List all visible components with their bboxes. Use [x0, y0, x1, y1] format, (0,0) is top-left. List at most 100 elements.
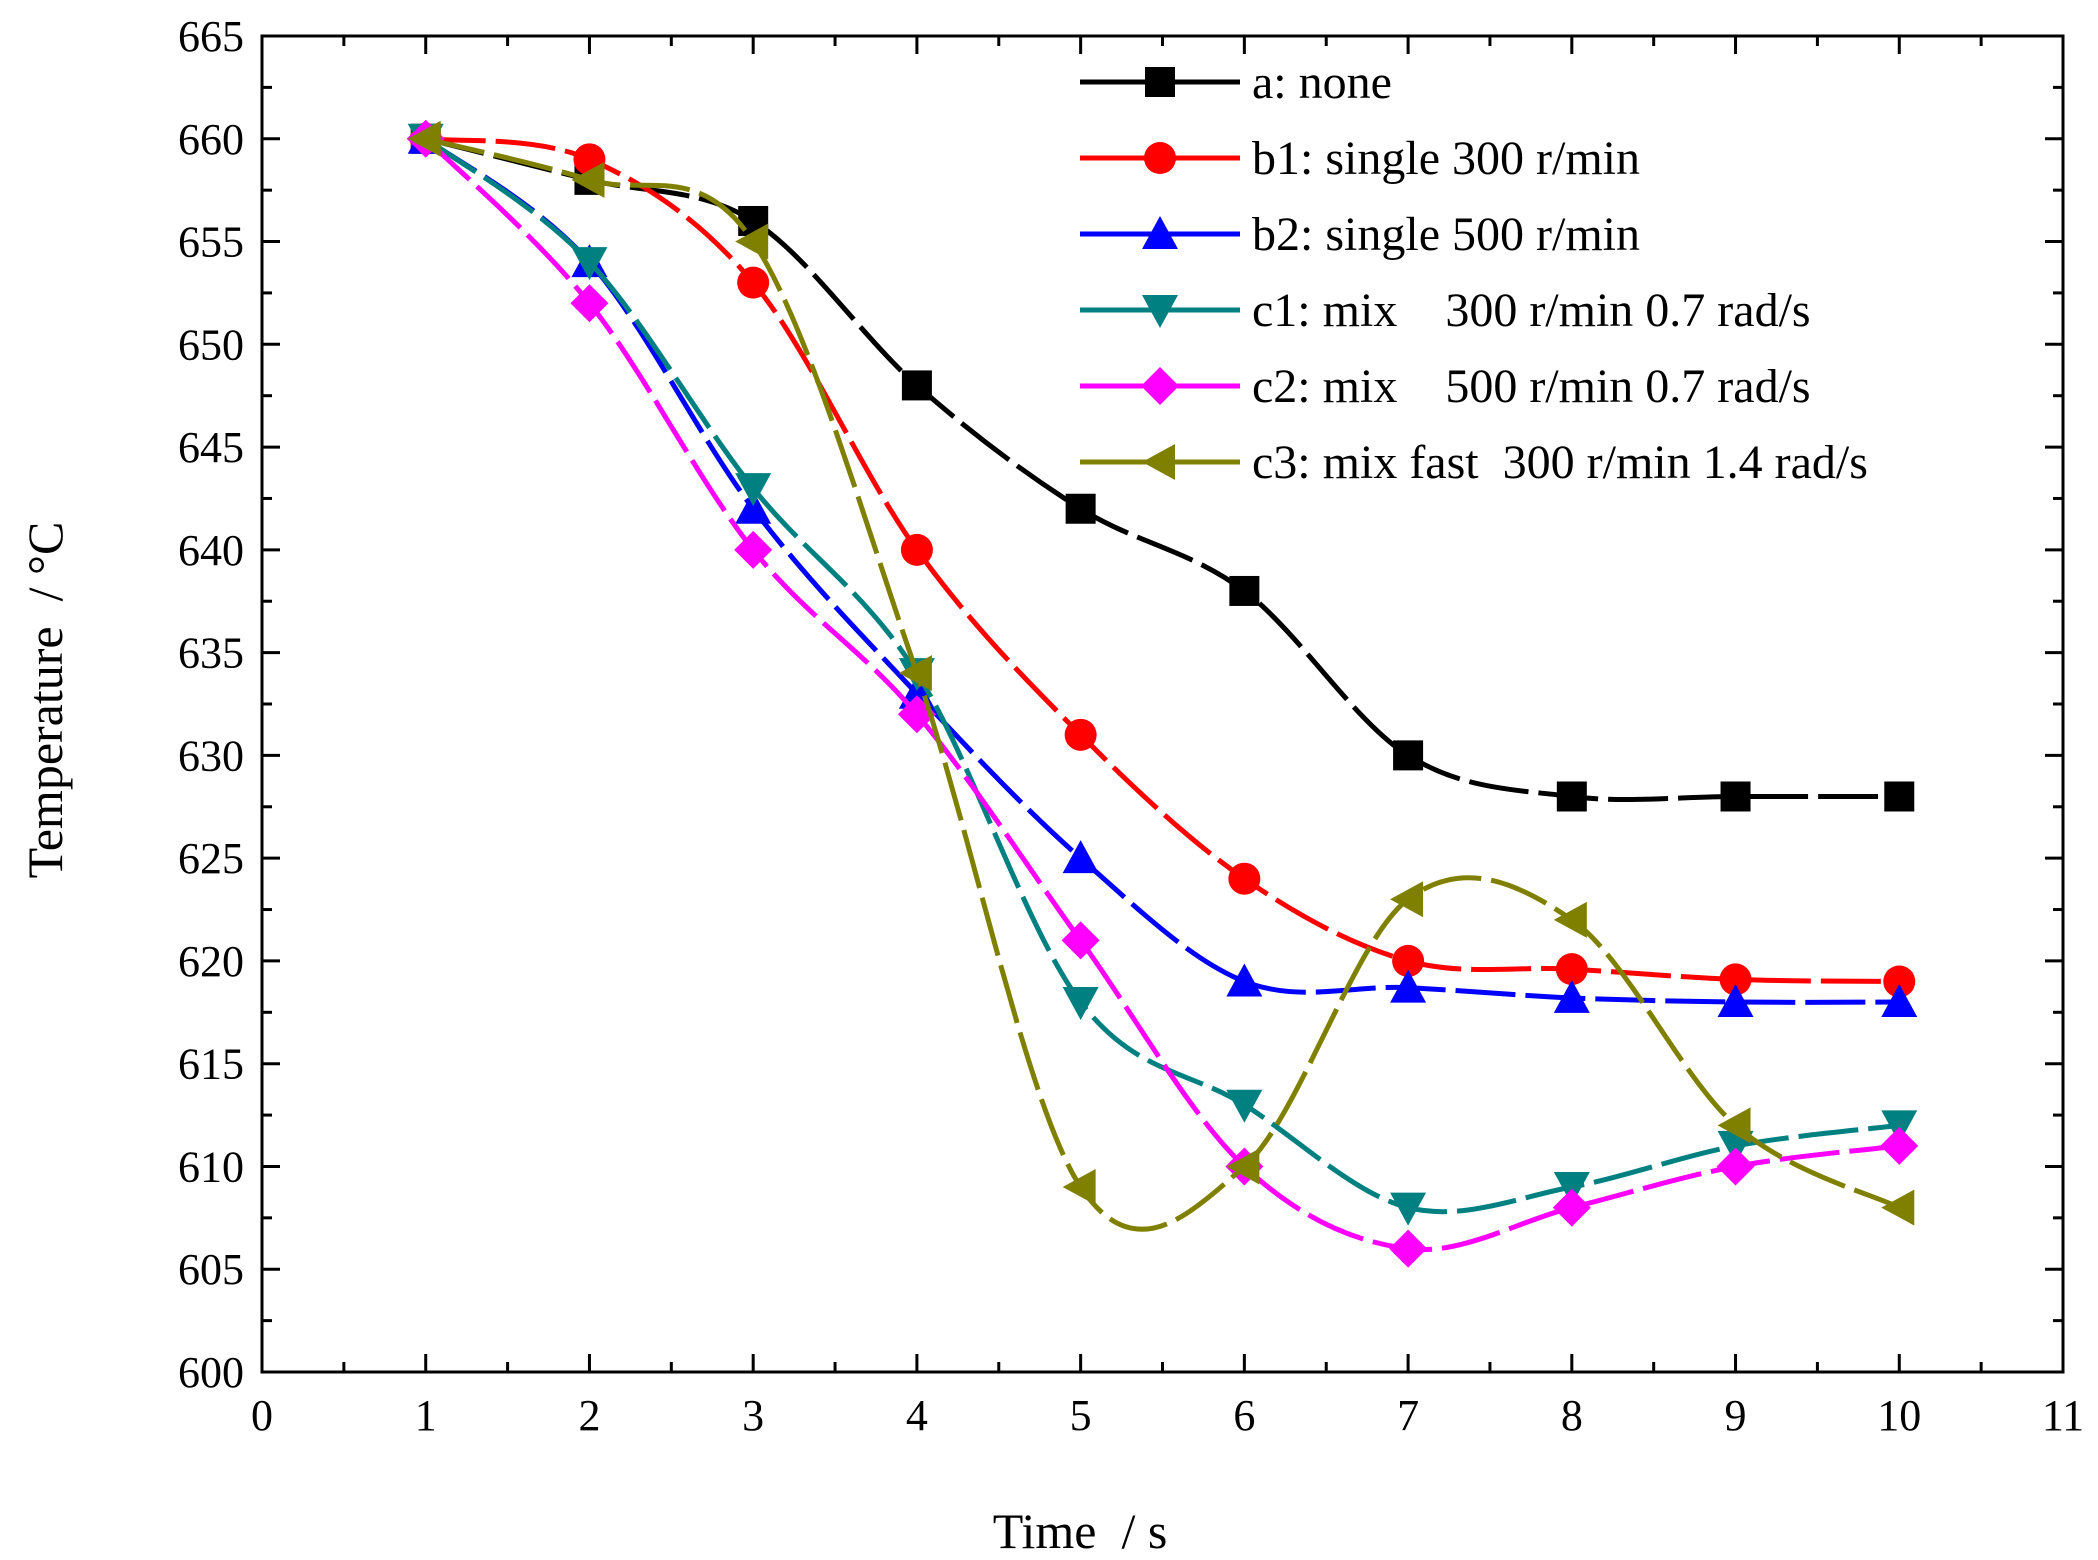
series-line — [424, 136, 1900, 1215]
series-c2 — [406, 119, 1919, 1268]
y-tick-label: 655 — [178, 218, 244, 267]
legend-marker — [1144, 142, 1176, 174]
legend-marker — [1142, 216, 1178, 249]
data-point — [407, 120, 441, 157]
data-point — [1390, 969, 1427, 1003]
y-tick-label: 650 — [178, 320, 244, 369]
x-tick-label: 11 — [2042, 1391, 2084, 1440]
data-point — [570, 284, 609, 323]
data-point — [1881, 1189, 1915, 1226]
data-point — [571, 161, 605, 198]
data-point — [1553, 979, 1590, 1013]
legend-entry: c2: mix 500 r/min 0.7 rad/s — [1080, 360, 1811, 413]
x-tick-label: 2 — [578, 1391, 600, 1440]
y-tick-label: 640 — [178, 526, 244, 575]
x-tick-label: 5 — [1070, 1391, 1092, 1440]
x-tick-label: 4 — [906, 1391, 928, 1440]
legend-entry: c3: mix fast 300 r/min 1.4 rad/s — [1080, 436, 1868, 489]
y-tick-label: 600 — [178, 1348, 244, 1397]
data-point — [1064, 718, 1097, 751]
data-point — [571, 247, 608, 281]
series-layer — [406, 119, 1919, 1268]
legend-label: a: none — [1252, 56, 1392, 109]
data-point — [1226, 1089, 1263, 1123]
legend-marker — [1142, 295, 1178, 328]
y-tick-label: 625 — [178, 834, 244, 883]
data-point — [734, 530, 773, 569]
data-point — [1062, 987, 1099, 1021]
data-point — [1393, 740, 1424, 771]
x-tick-label: 0 — [251, 1391, 273, 1440]
x-tick-label: 10 — [1877, 1391, 1921, 1440]
data-point — [898, 655, 932, 692]
y-tick-label: 665 — [178, 12, 244, 61]
data-point — [900, 533, 933, 566]
legend-label: c1: mix 300 r/min 0.7 rad/s — [1252, 284, 1811, 337]
data-point — [1553, 1172, 1590, 1206]
data-point — [737, 266, 770, 299]
data-point — [1717, 984, 1754, 1018]
data-point — [1389, 1229, 1428, 1268]
data-point — [1392, 944, 1425, 977]
x-tick-label: 3 — [742, 1391, 764, 1440]
y-tick-label: 605 — [178, 1245, 244, 1294]
data-point — [1061, 921, 1100, 960]
series-line — [423, 137, 1900, 1253]
y-tick-label: 660 — [178, 115, 244, 164]
data-point — [1881, 984, 1918, 1018]
y-axis-title: Temperature / °C — [17, 522, 73, 879]
x-tick-label: 9 — [1725, 1391, 1747, 1440]
y-tick-label: 620 — [178, 937, 244, 986]
data-point — [1065, 493, 1096, 524]
legend-entry: a: none — [1080, 56, 1392, 109]
series-c3 — [407, 120, 1915, 1232]
data-point — [1390, 1192, 1427, 1226]
x-tick-label: 6 — [1233, 1391, 1255, 1440]
y-tick-label: 615 — [178, 1040, 244, 1089]
data-point — [1883, 965, 1916, 998]
legend-label: b1: single 300 r/min — [1252, 132, 1640, 185]
legend-entry: b1: single 300 r/min — [1080, 132, 1640, 185]
legend-label: b2: single 500 r/min — [1252, 208, 1640, 261]
data-point — [1716, 1147, 1755, 1186]
data-point — [1556, 781, 1587, 812]
series-line — [425, 136, 1900, 803]
data-point — [1062, 1169, 1096, 1206]
data-point — [1226, 1148, 1260, 1185]
y-tick-label: 630 — [178, 731, 244, 780]
data-point — [1881, 1110, 1918, 1144]
data-point — [1552, 1188, 1591, 1227]
data-point — [1884, 781, 1915, 812]
x-axis-title: Time / s — [993, 1503, 1168, 1559]
legend-marker — [1141, 367, 1179, 405]
data-point — [1720, 781, 1751, 812]
legend-marker — [1145, 67, 1175, 97]
data-point — [1717, 1107, 1751, 1144]
y-tick-label: 610 — [178, 1142, 244, 1191]
series-line — [425, 136, 1901, 1232]
data-point — [1553, 901, 1587, 938]
data-point — [735, 490, 772, 524]
data-point — [1555, 953, 1588, 986]
data-point — [735, 223, 769, 260]
x-tick-label: 1 — [415, 1391, 437, 1440]
y-tick-label: 635 — [178, 629, 244, 678]
data-point — [1229, 575, 1260, 606]
data-point — [1062, 840, 1099, 874]
legend-entry: b2: single 500 r/min — [1080, 208, 1640, 261]
legend-marker — [1142, 444, 1175, 480]
data-point — [1880, 1126, 1919, 1165]
data-point — [735, 473, 772, 507]
data-point — [901, 370, 932, 401]
legend-label: c2: mix 500 r/min 0.7 rad/s — [1252, 360, 1811, 413]
legend: a: none b1: single 300 r/min b2: single 50… — [1080, 56, 1868, 489]
y-tick-label: 645 — [178, 423, 244, 472]
x-tick-label: 8 — [1561, 1391, 1583, 1440]
legend-entry: c1: mix 300 r/min 0.7 rad/s — [1080, 284, 1811, 337]
x-tick-label: 7 — [1397, 1391, 1419, 1440]
data-point — [1719, 963, 1752, 996]
data-point — [1390, 881, 1424, 918]
legend-label: c3: mix fast 300 r/min 1.4 rad/s — [1252, 436, 1868, 489]
